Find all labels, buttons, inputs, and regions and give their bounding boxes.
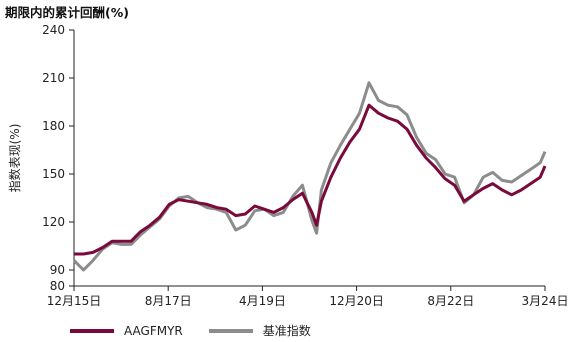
y-tick-label: 210 (42, 71, 65, 85)
y-tick-label: 240 (42, 23, 65, 37)
legend-swatch-aagfmyr (70, 328, 114, 333)
y-tick-label: 150 (42, 167, 65, 181)
x-tick-label: 12月20日 (329, 294, 384, 308)
legend-label-benchmark: 基准指数 (262, 324, 311, 338)
x-tick-label: 4月19日 (239, 294, 286, 308)
chart-title: 期限内的累计回酬(%) (5, 5, 129, 20)
x-tick-label: 3月24日 (522, 294, 569, 308)
y-tick-label: 180 (42, 119, 65, 133)
axis-labels: 80 90 120 150 180 210 240 12月15日 8月17日 4月19日 12月20… (7, 23, 568, 308)
legend: AAGFMYR 基准指数 (70, 322, 337, 339)
legend-swatch-benchmark (208, 328, 253, 333)
series-line-benchmark (72, 81, 547, 272)
y-tick-label: 80 (50, 279, 65, 293)
legend-item-aagfmyr: AAGFMYR (70, 324, 183, 338)
x-tick-label: 8月17日 (145, 294, 192, 308)
chart-axes (69, 29, 546, 291)
y-tick-label: 120 (42, 215, 65, 229)
y-tick-label: 90 (50, 263, 65, 277)
series-layer (72, 81, 547, 272)
series-line-aagfmyr (74, 103, 547, 256)
legend-item-benchmark: 基准指数 (208, 322, 311, 339)
legend-label-aagfmyr: AAGFMYR (124, 323, 183, 338)
y-axis-title: 指数表现(%) (7, 124, 22, 193)
x-tick-label: 8月22日 (427, 294, 474, 308)
x-tick-label: 12月15日 (47, 294, 102, 308)
